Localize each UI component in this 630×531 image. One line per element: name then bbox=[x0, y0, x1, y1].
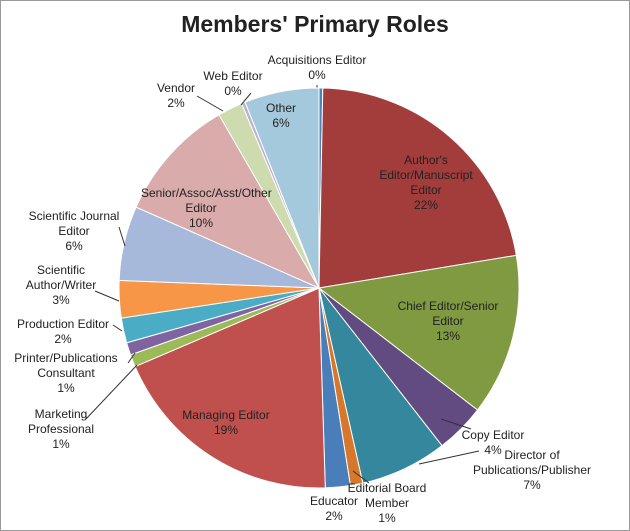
slice-label: Printer/Publications Consultant 1% bbox=[1, 351, 134, 396]
value-label: 1% bbox=[57, 381, 75, 395]
category-label: Author's Editor/Manuscript Editor bbox=[379, 153, 473, 197]
slice-label: Senior/Assoc/Asst/Other Editor 10% bbox=[141, 186, 272, 231]
value-label: 2% bbox=[54, 332, 72, 346]
category-label: Chief Editor/Senior Editor bbox=[397, 299, 499, 328]
slice-label: Educator 2% bbox=[294, 494, 374, 524]
slice-label: Acquisitions Editor 0% bbox=[252, 53, 382, 83]
value-label: 22% bbox=[413, 198, 439, 212]
pie-slice bbox=[135, 114, 321, 290]
value-label: 10% bbox=[188, 216, 214, 230]
leader-line bbox=[118, 226, 126, 247]
category-label: Web Editor bbox=[203, 69, 263, 83]
leader-line bbox=[418, 450, 480, 465]
category-label: Scientific Journal Editor bbox=[28, 209, 120, 238]
slice-label: Marketing Professional 1% bbox=[16, 407, 106, 452]
slice-label: Web Editor 0% bbox=[198, 69, 268, 99]
leader-line bbox=[196, 95, 224, 112]
slice-label: Chief Editor/Senior Editor 13% bbox=[386, 299, 511, 344]
value-label: 1% bbox=[52, 437, 70, 451]
slice-label: Other 6% bbox=[251, 101, 311, 131]
value-label: 2% bbox=[167, 96, 185, 110]
value-label: 6% bbox=[65, 239, 83, 253]
category-label: Production Editor bbox=[16, 317, 110, 331]
value-label: 0% bbox=[224, 84, 242, 98]
slice-label: Author's Editor/Manuscript Editor 22% bbox=[371, 153, 481, 213]
category-label: Marketing Professional bbox=[27, 407, 95, 436]
slice-label: Director of Publications/Publisher 7% bbox=[462, 448, 602, 493]
category-label: Director of Publications/Publisher bbox=[472, 448, 592, 477]
slice-label: Scientific Journal Editor 6% bbox=[17, 209, 132, 254]
value-label: 1% bbox=[378, 511, 396, 525]
value-label: 6% bbox=[272, 116, 290, 130]
slice-label: Production Editor 2% bbox=[8, 317, 118, 347]
pie-slice bbox=[134, 287, 326, 489]
value-label: 19% bbox=[213, 423, 239, 437]
category-label: Vendor bbox=[156, 81, 196, 95]
pie-slice bbox=[244, 87, 320, 289]
category-label: Printer/Publications Consultant bbox=[14, 351, 118, 380]
leader-line bbox=[85, 364, 138, 420]
slice-label: Vendor 2% bbox=[146, 81, 206, 111]
category-label: Editorial Board Member bbox=[347, 481, 427, 510]
leader-line bbox=[112, 324, 123, 332]
category-label: Educator bbox=[309, 494, 359, 508]
leader-line bbox=[352, 470, 370, 484]
leader-line bbox=[440, 418, 472, 430]
leader-line bbox=[240, 92, 252, 106]
slice-label: Managing Editor 19% bbox=[166, 408, 286, 438]
category-label: Copy Editor bbox=[461, 428, 525, 442]
leader-line bbox=[94, 290, 120, 302]
value-label: 7% bbox=[523, 478, 541, 492]
value-label: 13% bbox=[435, 329, 461, 343]
chart-title: Members' Primary Roles bbox=[181, 11, 449, 37]
value-label: 0% bbox=[308, 68, 326, 82]
slice-label: Scientific Author/Writer 3% bbox=[11, 263, 111, 308]
category-label: Acquisitions Editor bbox=[267, 53, 367, 67]
category-label: Managing Editor bbox=[182, 408, 270, 422]
slice-label: Editorial Board Member 1% bbox=[340, 481, 435, 526]
category-label: Senior/Assoc/Asst/Other Editor bbox=[141, 186, 272, 215]
value-label: 2% bbox=[325, 509, 343, 523]
pie-slice bbox=[317, 254, 520, 411]
value-label: 4% bbox=[484, 443, 502, 457]
leader-line bbox=[127, 352, 136, 364]
slice-label: Copy Editor 4% bbox=[448, 428, 538, 458]
category-label: Scientific Author/Writer bbox=[25, 263, 97, 292]
pie-slice bbox=[318, 87, 517, 289]
value-label: 3% bbox=[52, 293, 70, 307]
category-label: Other bbox=[265, 101, 296, 115]
